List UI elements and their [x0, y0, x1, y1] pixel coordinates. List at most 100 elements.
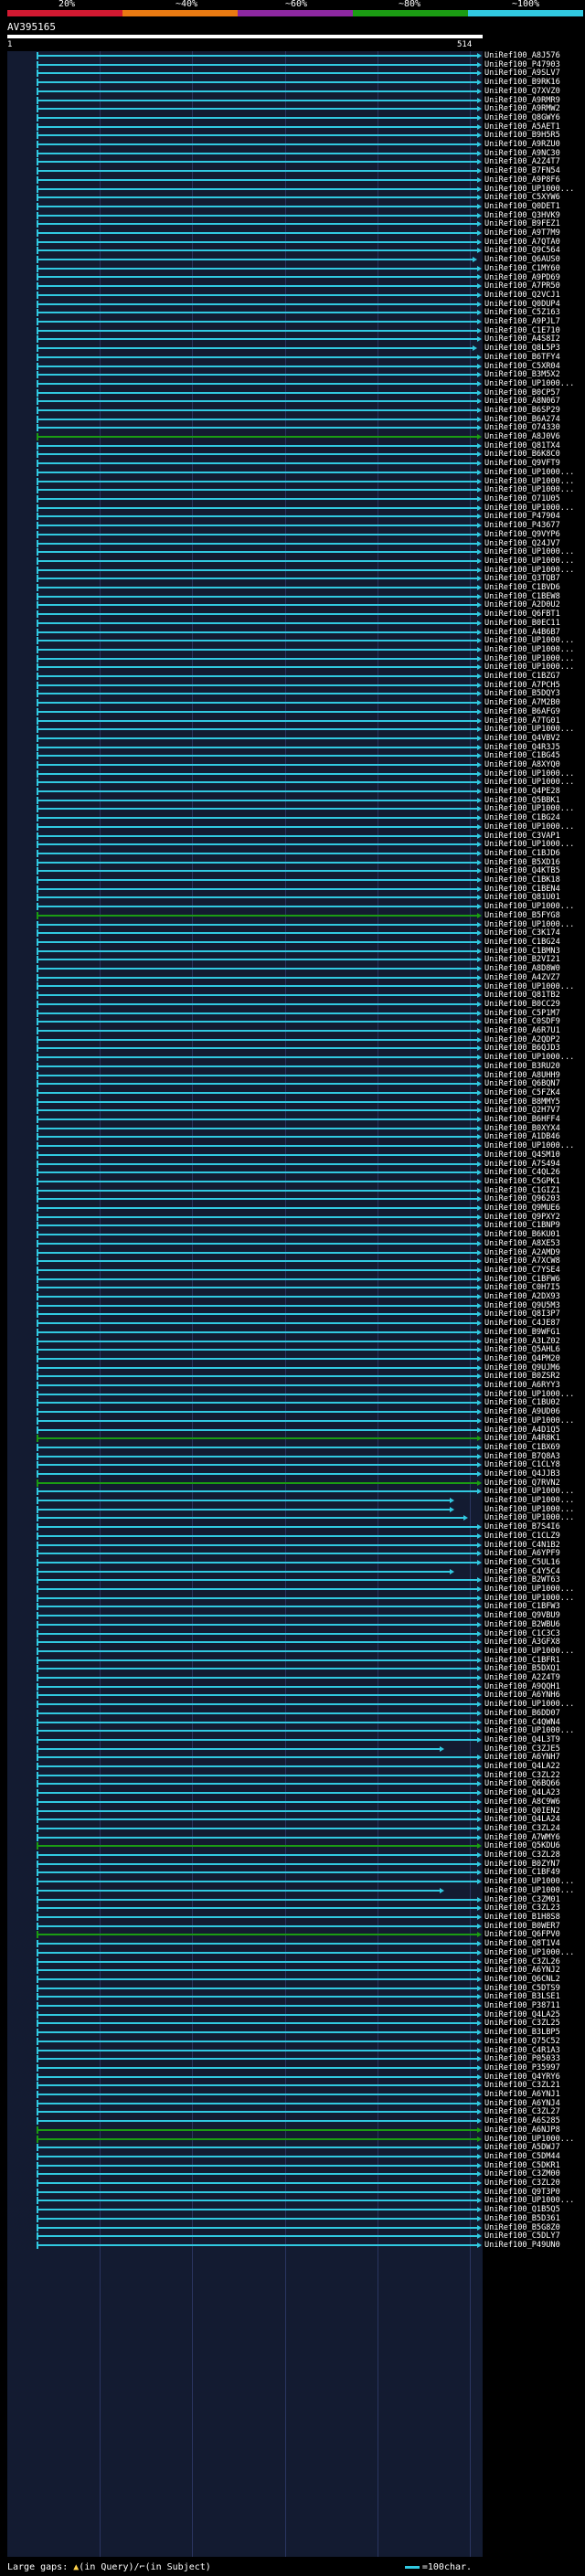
hit-label[interactable]: UniRef100_C1BZG7 — [484, 672, 560, 681]
hit-bar[interactable] — [37, 2144, 482, 2151]
hit-bar[interactable] — [37, 2108, 482, 2115]
hit-label[interactable]: UniRef100_Q4LA23 — [484, 1788, 560, 1797]
hit-label[interactable]: UniRef100_C3ZL22 — [484, 1771, 560, 1780]
hit-bar[interactable] — [37, 176, 482, 184]
hit-label[interactable]: UniRef100_Q5KDU6 — [484, 1841, 560, 1850]
hit-bar[interactable] — [37, 123, 482, 131]
hit-label[interactable]: UniRef100_A8J0V6 — [484, 432, 560, 441]
hit-bar[interactable] — [37, 1444, 482, 1451]
hit-label[interactable]: UniRef100_UP1000... — [484, 1513, 575, 1522]
hit-label[interactable]: UniRef100_B6K8C0 — [484, 450, 560, 459]
hit-label[interactable]: UniRef100_UP1000... — [484, 1886, 575, 1895]
hit-bar[interactable] — [37, 2064, 482, 2072]
hit-label[interactable]: UniRef100_C3K174 — [484, 928, 560, 938]
hit-label[interactable]: UniRef100_UP1000... — [484, 1141, 575, 1150]
hit-bar[interactable] — [37, 1116, 482, 1123]
hit-label[interactable]: UniRef100_C3ZL27 — [484, 2107, 560, 2116]
hit-bar[interactable] — [37, 1204, 482, 1212]
hit-label[interactable]: UniRef100_UP1000... — [484, 2135, 575, 2144]
hit-label[interactable]: UniRef100_A6YNH7 — [484, 1753, 560, 1762]
hit-bar[interactable] — [37, 114, 482, 122]
hit-bar[interactable] — [37, 1878, 482, 1885]
hit-label[interactable]: UniRef100_Q4LA25 — [484, 2010, 560, 2019]
hit-bar[interactable] — [37, 982, 482, 990]
hit-bar[interactable] — [37, 1010, 482, 1017]
hit-label[interactable]: UniRef100_Q81U01 — [484, 893, 560, 902]
hit-label[interactable]: UniRef100_C1BJD6 — [484, 849, 560, 858]
hit-label[interactable]: UniRef100_A6YNJ2 — [484, 1966, 560, 1975]
hit-bar[interactable] — [37, 1417, 482, 1425]
hit-bar[interactable] — [37, 442, 482, 450]
hit-bar[interactable] — [37, 1435, 482, 1442]
hit-label[interactable]: UniRef100_C1BX69 — [484, 1443, 560, 1452]
hit-label[interactable]: UniRef100_C4QL26 — [484, 1168, 560, 1177]
hit-label[interactable]: UniRef100_UP1000... — [484, 1585, 575, 1594]
hit-label[interactable]: UniRef100_A9RMW2 — [484, 104, 560, 113]
hit-label[interactable]: UniRef100_A8D8W0 — [484, 964, 560, 973]
hit-bar[interactable] — [37, 69, 482, 77]
hit-bar[interactable] — [37, 504, 482, 512]
hit-label[interactable]: UniRef100_B6HFF4 — [484, 1115, 560, 1124]
hit-label[interactable]: UniRef100_Q96203 — [484, 1194, 560, 1203]
hit-label[interactable]: UniRef100_UP1000... — [484, 1700, 575, 1709]
hit-bar[interactable] — [37, 991, 482, 999]
hit-label[interactable]: UniRef100_UP1000... — [484, 504, 575, 513]
hit-label[interactable]: UniRef100_A9PJL7 — [484, 317, 560, 326]
hit-label[interactable]: UniRef100_Q2VCJ1 — [484, 291, 560, 300]
hit-label[interactable]: UniRef100_UP1000... — [484, 547, 575, 557]
hit-label[interactable]: UniRef100_A9P8F6 — [484, 175, 560, 185]
hit-bar[interactable] — [37, 318, 482, 325]
hit-bar[interactable] — [37, 469, 482, 476]
hit-bar[interactable] — [37, 1710, 482, 1717]
hit-label[interactable]: UniRef100_UP1000... — [484, 663, 575, 672]
hit-bar[interactable] — [37, 1514, 468, 1521]
hit-bar[interactable] — [37, 273, 482, 281]
hit-label[interactable]: UniRef100_A8XE53 — [484, 1239, 560, 1248]
hit-bar[interactable] — [37, 682, 482, 689]
hit-label[interactable]: UniRef100_B6TFY4 — [484, 353, 560, 362]
hit-bar[interactable] — [37, 2153, 482, 2160]
hit-bar[interactable] — [37, 1488, 482, 1495]
hit-label[interactable]: UniRef100_A9QQH1 — [484, 1682, 560, 1691]
hit-bar[interactable] — [37, 335, 482, 343]
hit-label[interactable]: UniRef100_A2D0U2 — [484, 600, 560, 610]
hit-bar[interactable] — [37, 735, 482, 742]
hit-label[interactable]: UniRef100_C3ZL25 — [484, 2019, 560, 2028]
hit-label[interactable]: UniRef100_A9NC30 — [484, 149, 560, 158]
hit-bar[interactable] — [37, 354, 482, 361]
hit-label[interactable]: UniRef100_A2AMD9 — [484, 1248, 560, 1257]
hit-bar[interactable] — [37, 1257, 482, 1265]
hit-bar[interactable] — [37, 132, 482, 139]
hit-bar[interactable] — [37, 637, 482, 644]
hit-label[interactable]: UniRef100_UP1000... — [484, 468, 575, 477]
hit-bar[interactable] — [37, 1063, 482, 1070]
hit-bar[interactable] — [37, 1550, 482, 1557]
hit-label[interactable]: UniRef100_P35997 — [484, 2063, 560, 2072]
hit-bar[interactable] — [37, 850, 482, 857]
hit-bar[interactable] — [37, 2170, 482, 2178]
hit-label[interactable]: UniRef100_B6AFG9 — [484, 707, 560, 716]
hit-label[interactable]: UniRef100_C3ZL20 — [484, 2178, 560, 2188]
hit-bar[interactable] — [37, 1772, 482, 1779]
hit-label[interactable]: UniRef100_A7WMY6 — [484, 1833, 560, 1842]
hit-bar[interactable] — [37, 663, 482, 671]
hit-label[interactable]: UniRef100_C5P1M7 — [484, 1009, 560, 1018]
hit-bar[interactable] — [37, 1107, 482, 1114]
hit-bar[interactable] — [37, 1302, 482, 1309]
hit-bar[interactable] — [37, 1497, 454, 1504]
hit-bar[interactable] — [37, 88, 482, 95]
hit-label[interactable]: UniRef100_A7XCW8 — [484, 1256, 560, 1266]
hit-bar[interactable] — [37, 1657, 482, 1664]
hit-bar[interactable] — [37, 256, 477, 263]
hit-bar[interactable] — [37, 805, 482, 812]
hit-bar[interactable] — [37, 1904, 482, 1912]
hit-bar[interactable] — [37, 1133, 482, 1140]
hit-label[interactable]: UniRef100_C3ZL24 — [484, 1824, 560, 1833]
hit-bar[interactable] — [37, 548, 482, 556]
hit-label[interactable]: UniRef100_C1BU02 — [484, 1398, 560, 1407]
hit-label[interactable]: UniRef100_B5DQY3 — [484, 689, 560, 698]
hit-bar[interactable] — [37, 327, 482, 334]
hit-label[interactable]: UniRef100_C5XYW6 — [484, 193, 560, 202]
hit-bar[interactable] — [37, 1798, 482, 1806]
hit-bar[interactable] — [37, 2038, 482, 2045]
